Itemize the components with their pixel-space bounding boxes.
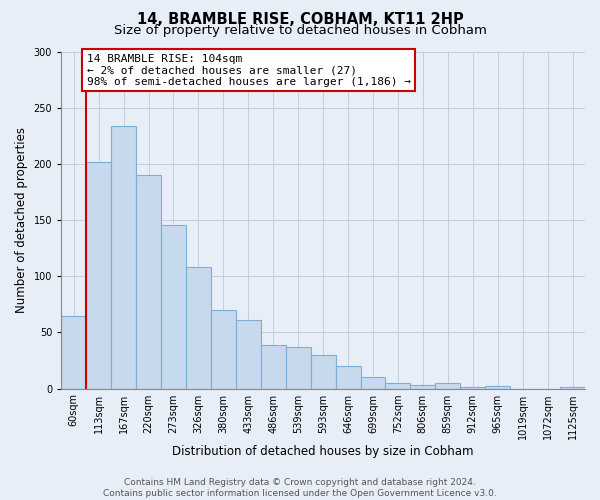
- Bar: [286, 347, 311, 389]
- Bar: [436, 383, 460, 388]
- Text: 14, BRAMBLE RISE, COBHAM, KT11 2HP: 14, BRAMBLE RISE, COBHAM, KT11 2HP: [137, 12, 463, 28]
- Bar: [261, 345, 286, 389]
- Bar: [385, 383, 410, 388]
- Bar: [236, 320, 261, 388]
- Text: Contains HM Land Registry data © Crown copyright and database right 2024.
Contai: Contains HM Land Registry data © Crown c…: [103, 478, 497, 498]
- Bar: [61, 316, 86, 388]
- Bar: [335, 366, 361, 388]
- Y-axis label: Number of detached properties: Number of detached properties: [15, 127, 28, 313]
- Bar: [361, 378, 385, 388]
- Bar: [136, 175, 161, 388]
- Bar: [485, 386, 510, 388]
- Bar: [186, 267, 211, 388]
- Bar: [161, 224, 186, 388]
- Bar: [86, 162, 111, 388]
- Bar: [311, 355, 335, 388]
- X-axis label: Distribution of detached houses by size in Cobham: Distribution of detached houses by size …: [172, 444, 474, 458]
- Text: 14 BRAMBLE RISE: 104sqm
← 2% of detached houses are smaller (27)
98% of semi-det: 14 BRAMBLE RISE: 104sqm ← 2% of detached…: [86, 54, 410, 87]
- Bar: [111, 126, 136, 388]
- Bar: [211, 310, 236, 388]
- Text: Size of property relative to detached houses in Cobham: Size of property relative to detached ho…: [113, 24, 487, 37]
- Bar: [410, 385, 436, 388]
